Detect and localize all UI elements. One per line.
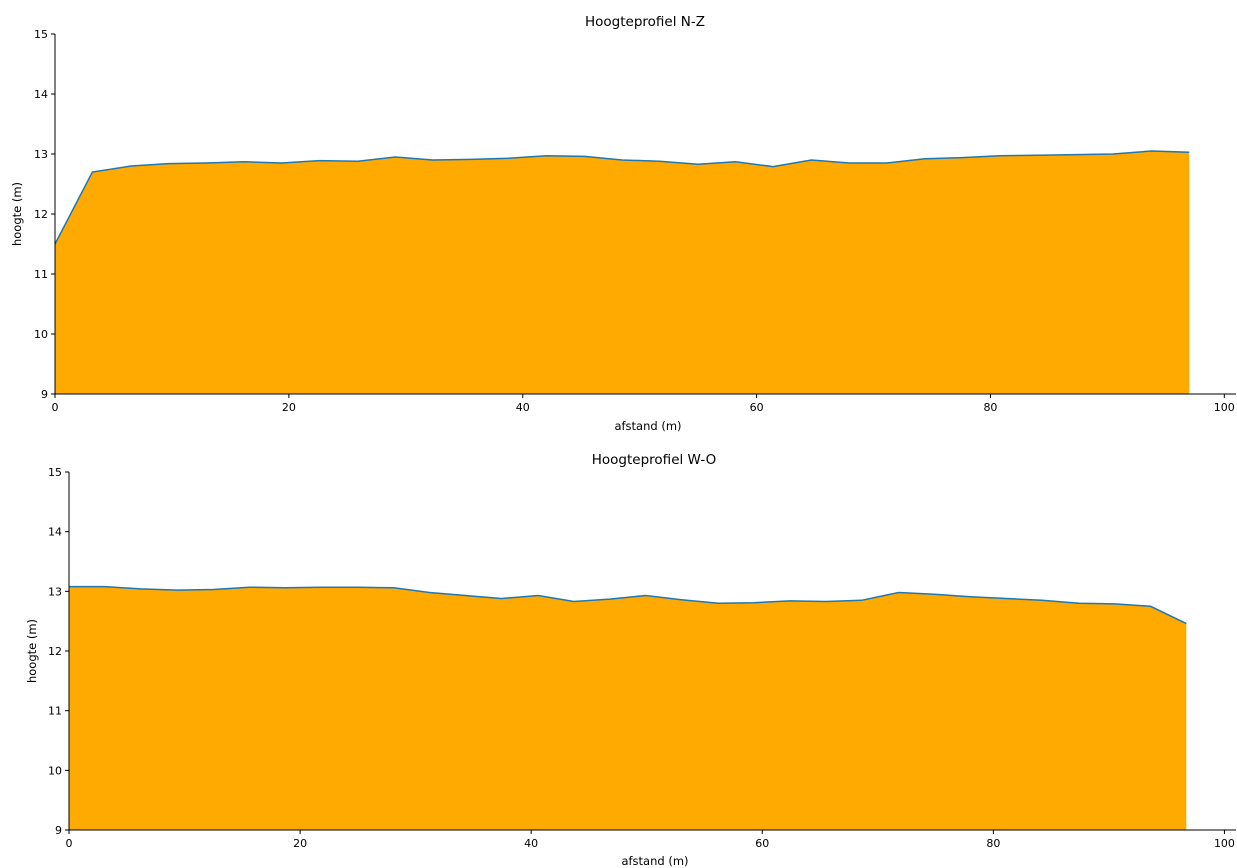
y-axis-label: hoogte (m) (25, 619, 39, 683)
x-axis-label: afstand (m) (621, 854, 688, 868)
x-tick-label: 60 (750, 401, 764, 414)
y-tick-label: 14 (48, 526, 62, 539)
x-tick-label: 20 (282, 401, 296, 414)
y-tick-label: 13 (34, 148, 48, 161)
chart-title: Hoogteprofiel W-O (592, 452, 716, 468)
area-fill (55, 151, 1190, 394)
chart-hoogteprofiel-nz: Hoogteprofiel N-Z 0 20 40 60 80 100 9 10 11 12 13… (10, 14, 1236, 433)
series-line (69, 585, 1187, 625)
y-tick-label: 11 (48, 705, 62, 718)
y-tick-label: 10 (48, 764, 62, 777)
y-ticks: 9 10 11 12 13 14 15 (34, 28, 55, 401)
y-tick-label: 11 (34, 268, 48, 281)
y-tick-label: 9 (55, 824, 62, 837)
x-tick-label: 0 (52, 401, 59, 414)
y-tick-label: 12 (48, 645, 62, 658)
x-tick-label: 40 (516, 401, 530, 414)
y-axis-label: hoogte (m) (10, 182, 24, 246)
y-tick-label: 15 (34, 28, 48, 41)
y-tick-label: 13 (48, 585, 62, 598)
x-axis-label: afstand (m) (614, 419, 681, 433)
y-tick-label: 14 (34, 88, 48, 101)
x-tick-label: 100 (1214, 401, 1235, 414)
x-ticks: 0 20 40 60 80 100 (66, 830, 1235, 850)
chart-title: Hoogteprofiel N-Z (585, 14, 705, 30)
x-tick-label: 20 (293, 837, 307, 850)
x-tick-label: 80 (983, 401, 997, 414)
y-tick-label: 10 (34, 328, 48, 341)
y-tick-label: 12 (34, 208, 48, 221)
x-tick-label: 100 (1214, 837, 1235, 850)
x-tick-label: 0 (66, 837, 73, 850)
y-ticks: 9 10 11 12 13 14 15 (48, 466, 69, 837)
y-tick-label: 9 (41, 388, 48, 401)
area-fill (69, 586, 1187, 830)
x-tick-label: 80 (986, 837, 1000, 850)
x-tick-label: 40 (524, 837, 538, 850)
x-tick-label: 60 (755, 837, 769, 850)
y-tick-label: 15 (48, 466, 62, 479)
chart-hoogteprofiel-wo: Hoogteprofiel W-O 0 20 40 60 80 100 9 10 11 12 13… (25, 452, 1236, 868)
x-ticks: 0 20 40 60 80 100 (52, 394, 1235, 414)
series-line (54, 150, 1190, 245)
